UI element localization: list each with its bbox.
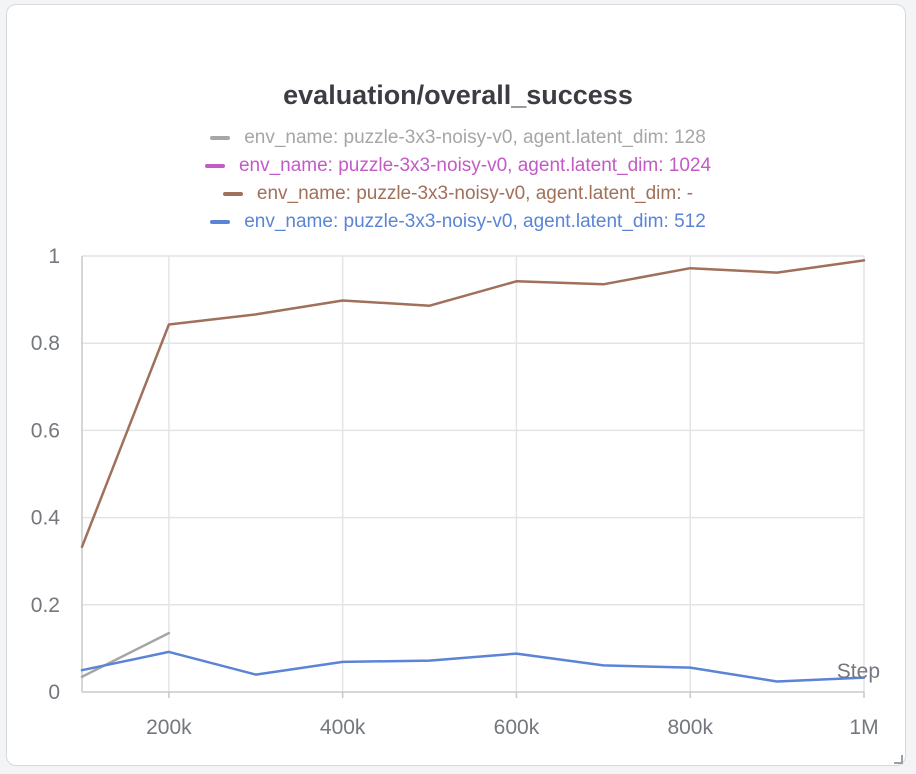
y-tick-label: 0.6	[31, 419, 60, 442]
x-axis-label: Step	[837, 660, 880, 683]
legend-item[interactable]: env_name: puzzle-3x3-noisy-v0, agent.lat…	[0, 208, 916, 236]
chart-title: evaluation/overall_success	[283, 80, 633, 110]
legend-label: env_name: puzzle-3x3-noisy-v0, agent.lat…	[238, 155, 712, 176]
legend-item[interactable]: env_name: puzzle-3x3-noisy-v0, agent.lat…	[0, 152, 916, 180]
x-tick-label: 600k	[494, 716, 540, 739]
legend-label: env_name: puzzle-3x3-noisy-v0, agent.lat…	[244, 127, 706, 148]
legend-label: env_name: puzzle-3x3-noisy-v0, agent.lat…	[244, 211, 706, 232]
legend-swatch	[210, 220, 231, 224]
legend-item[interactable]: env_name: puzzle-3x3-noisy-v0, agent.lat…	[0, 124, 916, 152]
y-tick-label: 0.4	[31, 507, 61, 530]
legend-swatch	[204, 164, 225, 168]
chart-legend: env_name: puzzle-3x3-noisy-v0, agent.lat…	[0, 124, 916, 236]
y-tick-label: 0.2	[31, 594, 60, 617]
legend-item[interactable]: env_name: puzzle-3x3-noisy-v0, agent.lat…	[0, 180, 916, 208]
series-line-0	[80, 631, 171, 678]
x-tick-label: 800k	[667, 716, 713, 739]
x-tick-label: 200k	[146, 716, 192, 739]
x-tick-label: 400k	[320, 716, 366, 739]
legend-swatch	[210, 136, 231, 140]
y-tick-label: 1	[48, 245, 60, 268]
y-tick-label: 0.8	[31, 332, 60, 355]
resize-handle-icon[interactable]	[894, 755, 903, 764]
legend-label: env_name: puzzle-3x3-noisy-v0, agent.lat…	[256, 183, 694, 204]
legend-swatch	[222, 192, 243, 196]
series-line-2	[80, 259, 866, 549]
series-line-3	[80, 650, 866, 683]
y-tick-label: 0	[48, 681, 60, 704]
x-tick-label: 1M	[849, 716, 878, 739]
